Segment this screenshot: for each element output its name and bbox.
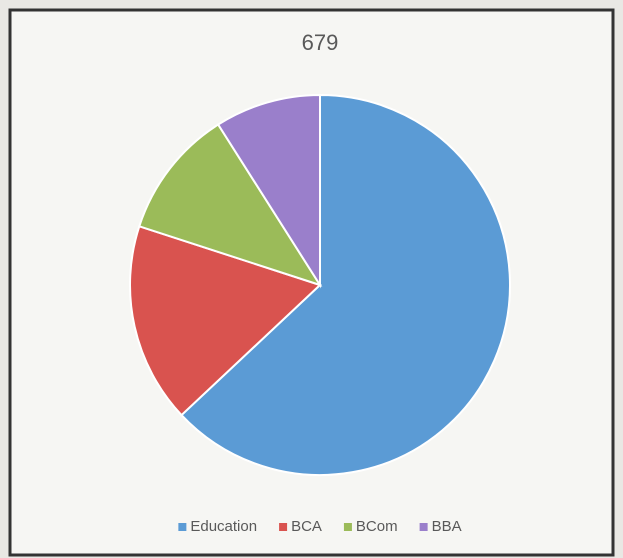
- pie-slice: [216, 93, 321, 289]
- legend-swatch: [419, 523, 428, 531]
- legend-label: BCom: [356, 518, 398, 535]
- legend-swatch: [343, 523, 352, 531]
- legend-label: BCA: [291, 518, 322, 535]
- pie-slice: [180, 93, 511, 476]
- legend-label: Education: [190, 518, 257, 535]
- legend-label: BBA: [432, 518, 462, 535]
- chart-title: 679: [302, 30, 339, 55]
- legend: Education BCA BCom BBA: [178, 518, 462, 535]
- pie-slice: [129, 225, 322, 417]
- legend-swatch: [178, 523, 187, 531]
- pie-slice: [138, 123, 323, 287]
- pie: [129, 93, 511, 476]
- legend-swatch: [279, 523, 288, 531]
